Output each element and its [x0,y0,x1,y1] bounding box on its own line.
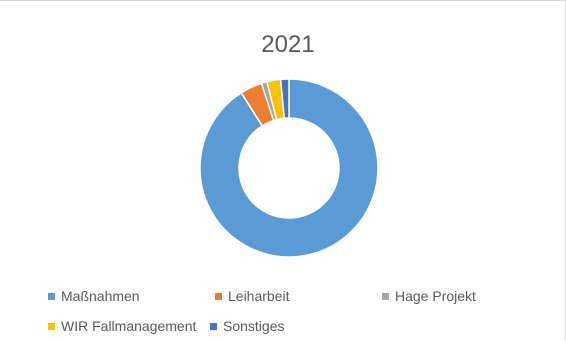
legend-item-sonstiges: Sonstiges [210,318,284,334]
legend-swatch-wir-fallmanagement [48,322,55,330]
donut-slice-sonstiges [279,78,290,120]
legend-item-hage-projekt: Hage Projekt [382,288,476,304]
legend-item-massnahmen: Maßnahmen [48,288,140,304]
donut-slice-massnahmen [199,78,379,258]
legend-swatch-hage-projekt [382,292,389,300]
legend-item-leiharbeit: Leiharbeit [215,288,290,304]
legend-label: WIR Fallmanagement [61,318,197,334]
legend-label: Maßnahmen [61,288,140,304]
legend-swatch-sonstiges [210,322,217,330]
chart-title: 2021 [261,31,315,58]
legend-label: Hage Projekt [395,288,476,304]
legend-label: Sonstiges [223,318,285,334]
legend-swatch-massnahmen [48,292,55,300]
legend-swatch-leiharbeit [215,292,222,300]
legend-label: Leiharbeit [228,288,290,304]
legend-item-wir-fallmanagement: WIR Fallmanagement [48,318,196,334]
